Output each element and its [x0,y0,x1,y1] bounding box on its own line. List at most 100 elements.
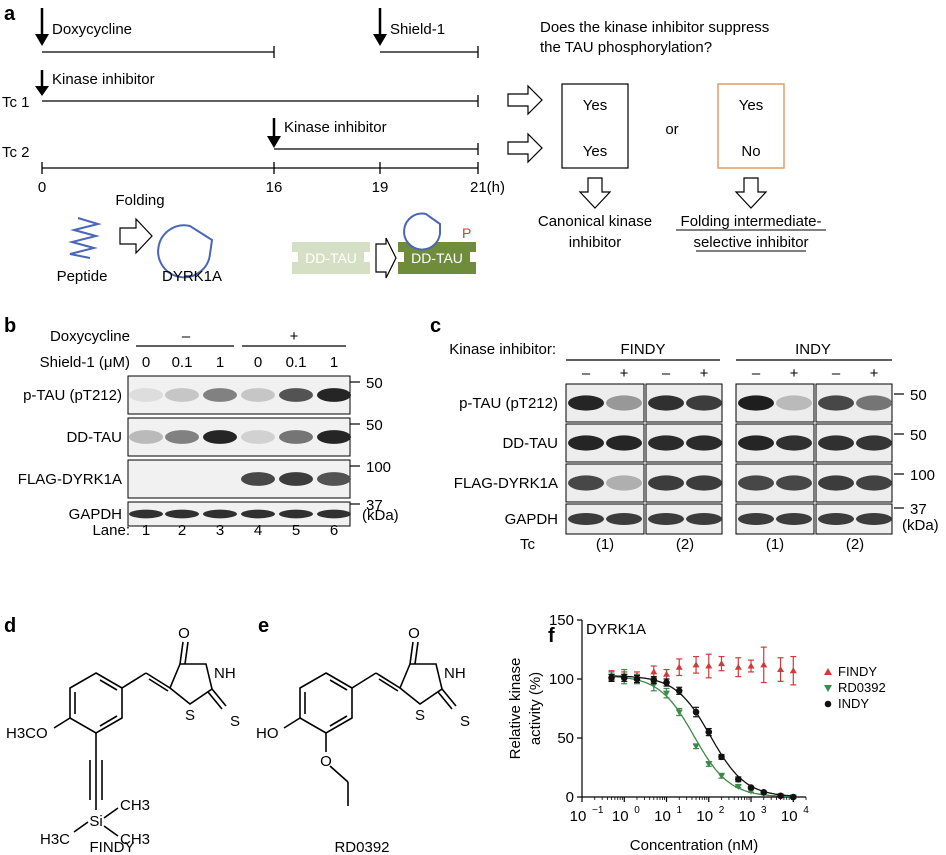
doxycycline-arrowhead [35,34,49,46]
blot-band [738,513,774,525]
blot-band [317,388,351,402]
x-tick-exponent: 4 [803,805,809,816]
blot-band [241,388,275,402]
x-tick-label: 10 [654,808,671,825]
rd0392-atom-o2: O [320,753,332,770]
x-tick-label: 10 [781,808,798,825]
findy-atom-h3co: H3CO [6,725,48,742]
hollow-arrow-tc2 [507,132,543,164]
findy-atom-ch3a: CH3 [120,797,150,814]
kinase-inhibitor-arrow-2 [267,136,281,148]
blot-band [568,475,604,491]
blot-band [279,472,313,486]
tc-value: (1) [766,536,784,553]
blot-band [241,472,275,486]
data-point-findy [760,661,768,668]
blot-row-label: p-TAU (pT212) [23,387,122,404]
question-line-1: Does the kinase inhibitor suppress [540,19,769,36]
kinase-inhibitor-label-1: Kinase inhibitor [52,71,155,88]
panel-f-letter: f [548,625,555,647]
blot-band [648,435,684,451]
lane-number: 2 [178,522,186,539]
inhibitor-sign: – [752,365,761,382]
peptide-squiggle-icon [68,217,102,259]
findy-atom-s2: S [230,713,240,730]
ddtau-label-1: DD-TAU [305,250,357,266]
box2-top: Yes [739,97,763,114]
blot-band [129,509,163,519]
lane-label: Lane: [92,522,130,539]
findy-atom-o: O [178,625,190,642]
data-point-findy [675,663,683,670]
data-point-findy [777,666,785,673]
panel-a-letter: a [4,3,16,25]
blot-band [279,509,313,519]
panel-b: b Doxycycline – + Shield-1 (μM) 0 0.1 1 0 0.… [4,315,399,539]
shield-value: 0.1 [172,354,193,371]
blot-band [648,513,684,525]
panel-d: d [4,615,240,848]
data-point-findy [717,660,725,667]
y-tick-label: 50 [557,730,574,747]
doxycycline-label: Doxycycline [52,21,132,38]
blot-band [856,475,892,491]
blot-band [203,430,237,444]
kinase-inhibitor-label-2: Kinase inhibitor [284,119,387,136]
legend-entry: FINDY [838,664,877,679]
blot-band [279,430,313,444]
fit-curve-indy [611,675,794,797]
blot-band [776,435,812,451]
findy-atom-ch3b: CH3 [120,831,150,848]
time-tick-16: 16 [266,179,283,196]
tc-value: (2) [676,536,694,553]
chart-title: DYRK1A [586,621,646,638]
outcome1-line2: inhibitor [569,234,622,251]
outcome2-line2: selective inhibitor [693,234,808,251]
lane-number: 1 [142,522,150,539]
lane-number: 6 [330,522,338,539]
data-point-rd0392 [675,709,683,716]
folding-arrow [119,217,153,255]
rd0392-atom-nh: NH [444,665,466,682]
shield-value: 0 [142,354,150,371]
ddtau-unphosphorylated [292,242,370,274]
panel-a: a Doxycycline Shield-1 Kinase inhibitor … [2,3,826,285]
blot-band [776,395,812,411]
blot-row-label: p-TAU (pT212) [459,395,558,412]
blot-band [686,513,722,525]
mw-marker: 37 [366,497,383,514]
blot-band [856,513,892,525]
blot-band [279,388,313,402]
data-point-indy [675,687,683,695]
x-tick-exponent: 2 [719,805,725,816]
data-point-indy [735,776,742,783]
blot-band [606,475,642,491]
data-point-indy [620,674,628,682]
blot-band [129,388,163,402]
group-findy-label: FINDY [621,341,666,358]
doxy-minus: – [182,328,191,345]
rd0392-compound-name: RD0392 [334,839,389,855]
findy-atom-si: Si [89,813,102,830]
y-axis-label: Relative kinase activity (%) [507,658,544,760]
down-arrow-canonical [578,177,612,209]
blot-band [738,395,774,411]
mw-marker: 37 [910,501,927,518]
or-label: or [665,121,678,138]
peptide-label: Peptide [57,268,108,285]
blot-band [738,435,774,451]
blot-band [203,509,237,519]
blot-band [686,435,722,451]
blot-band [317,472,351,486]
panel-c: c Kinase inhibitor: FINDY INDY – + – + – + – + … [430,315,939,553]
dyrk1a-label: DYRK1A [162,268,222,285]
data-point-rd0392 [692,743,700,750]
lane-number: 3 [216,522,224,539]
group-indy-label: INDY [795,341,831,358]
data-point-indy [777,792,784,800]
data-point-indy [608,674,615,682]
x-axis-label: Concentration (nM) [630,837,758,854]
lane-number: 5 [292,522,300,539]
mw-marker: 50 [366,417,383,434]
